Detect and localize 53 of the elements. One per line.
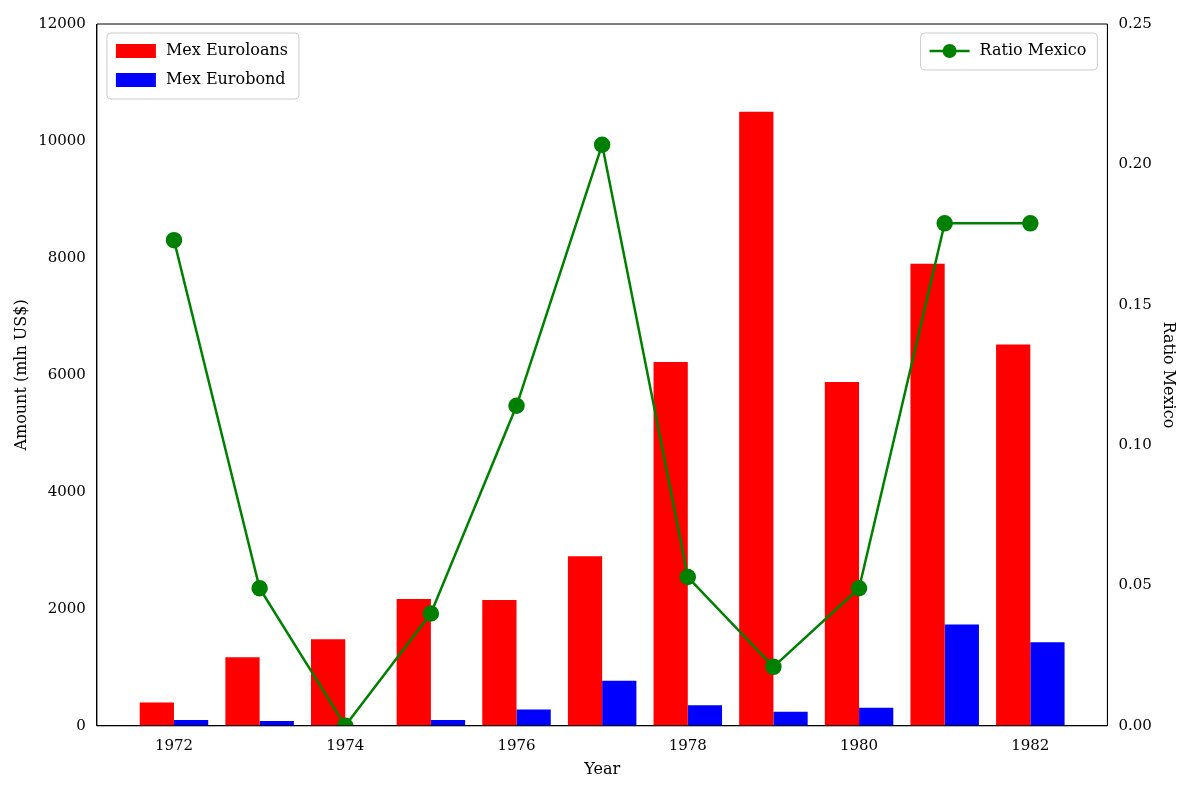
bar [910,263,945,726]
x-tick-label: 1976 [497,735,536,754]
y2-tick-label: 0.15 [1118,294,1152,313]
legend-label: Mex Eurobond [165,69,286,89]
legend-label: Ratio Mexico [979,40,1087,60]
bar [567,556,603,726]
bar [996,344,1031,726]
point [251,580,268,597]
y-tick-label: 2000 [47,598,86,617]
bar [1030,642,1065,726]
x-axis-title: Year [583,758,621,778]
y-axis-title: Amount (mln US$) [10,299,30,452]
y-tick-label: 4000 [47,481,86,500]
point [593,136,611,153]
bar [773,711,808,726]
y2-tick-label: 0.25 [1118,13,1152,32]
bar [516,709,551,726]
x-tick-label: 1978 [668,735,707,754]
point [1022,215,1039,232]
point [850,580,868,597]
bar [944,624,979,726]
y2-axis-title: Ratio Mexico [1160,321,1180,429]
point [165,231,183,249]
point [508,397,525,415]
bar [225,657,260,726]
x-tick-label: 1980 [839,735,879,754]
bar [482,600,517,726]
y-tick-label: 6000 [47,364,86,383]
bar [653,362,688,726]
legend-label: Mex Euroloans [165,40,288,60]
y2-tick-label: 0.10 [1118,434,1152,453]
bar [139,702,174,726]
y-tick-label: 0 [76,715,86,734]
bar [602,680,637,726]
x-tick-label: 1974 [326,735,365,754]
point [679,568,697,586]
y-tick-label: 12000 [38,13,86,32]
y2-tick-label: 0.00 [1118,715,1152,734]
y-tick-label: 8000 [47,247,86,266]
bar [311,639,346,726]
point [936,215,953,232]
point [765,658,782,676]
bar [687,705,723,726]
y2-tick-label: 0.20 [1118,154,1152,173]
x-tick-label: 1982 [1011,735,1050,754]
point [422,605,440,622]
x-tick-label: 1972 [154,735,194,754]
bar [824,381,860,726]
y2-tick-label: 0.05 [1118,575,1152,594]
bar [396,598,431,726]
bar [859,707,894,726]
y-tick-label: 10000 [38,130,86,149]
bar [739,111,774,726]
